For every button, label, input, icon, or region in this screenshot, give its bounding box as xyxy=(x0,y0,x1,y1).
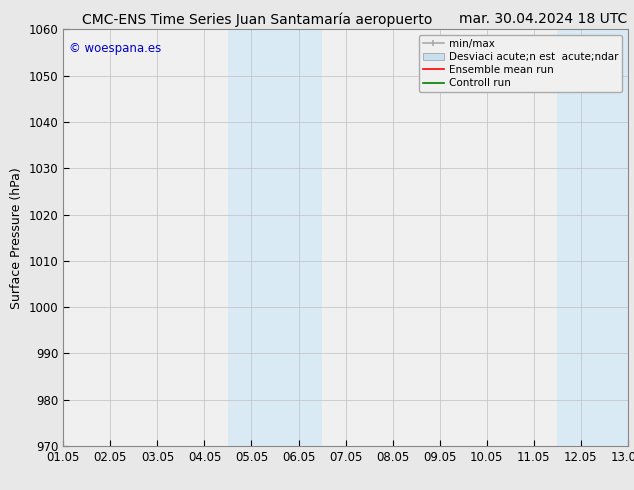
Bar xyxy=(604,29,634,446)
Bar xyxy=(557,29,604,446)
Text: CMC-ENS Time Series Juan Santamaría aeropuerto: CMC-ENS Time Series Juan Santamaría aero… xyxy=(82,12,433,27)
Bar xyxy=(275,29,322,446)
Text: © woespana.es: © woespana.es xyxy=(69,42,161,55)
Y-axis label: Surface Pressure (hPa): Surface Pressure (hPa) xyxy=(10,167,23,309)
Bar xyxy=(228,29,275,446)
Legend: min/max, Desviaci acute;n est  acute;ndar, Ensemble mean run, Controll run: min/max, Desviaci acute;n est acute;ndar… xyxy=(418,35,623,92)
Text: mar. 30.04.2024 18 UTC: mar. 30.04.2024 18 UTC xyxy=(460,12,628,26)
